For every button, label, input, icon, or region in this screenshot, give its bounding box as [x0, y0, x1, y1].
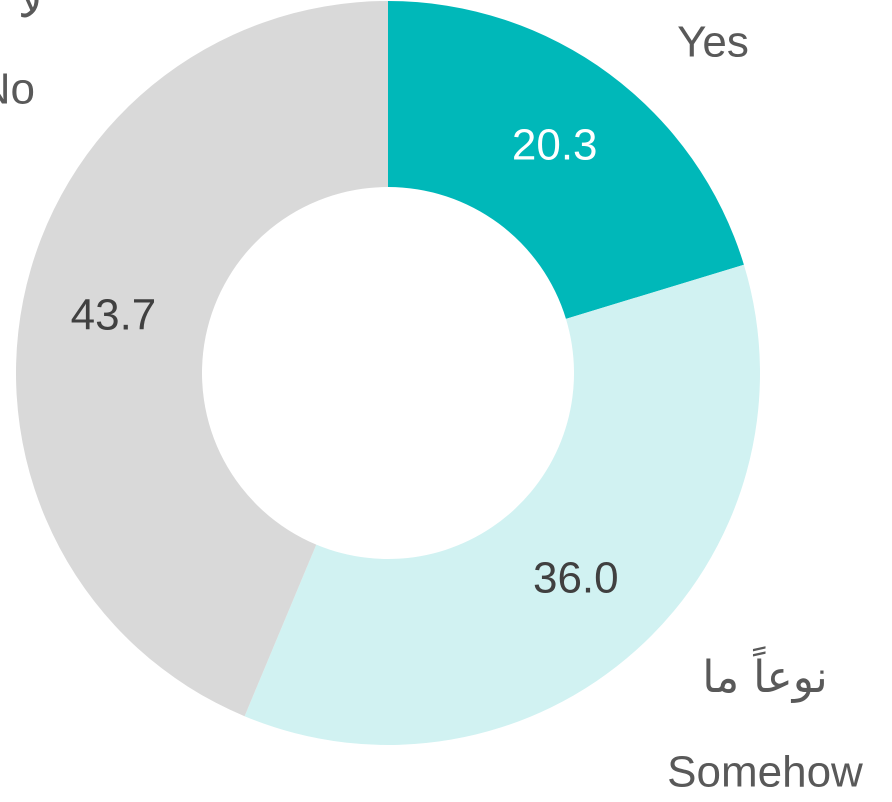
category-label-arabic: لا [18, 0, 43, 28]
value-label: 20.3 [512, 121, 598, 170]
value-label: 36.0 [533, 553, 619, 602]
category-label-arabic: نوعاً ما [702, 645, 828, 703]
value-label: 43.7 [71, 291, 157, 340]
category-label: No [0, 65, 35, 114]
donut-segment [388, 1, 744, 319]
donut-segment [244, 264, 761, 745]
category-label: Yes [677, 18, 749, 67]
category-label: Somehow [667, 748, 863, 797]
donut-segment [15, 1, 388, 717]
